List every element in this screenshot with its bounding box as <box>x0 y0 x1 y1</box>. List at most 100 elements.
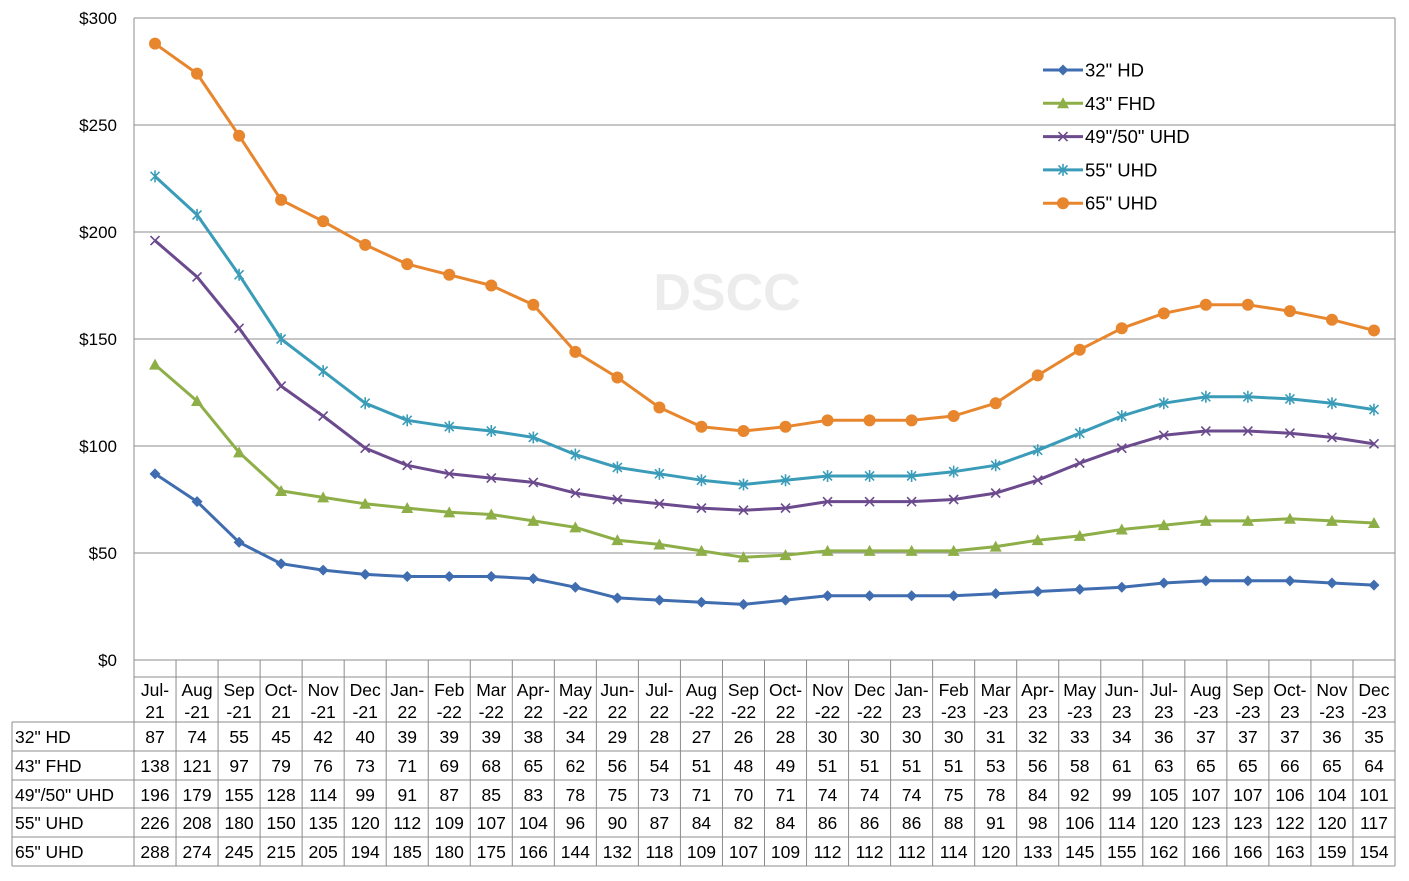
table-cell: 61 <box>1112 756 1131 776</box>
asterisk-marker <box>1284 392 1295 405</box>
table-cell: 123 <box>1233 813 1262 833</box>
circle-marker <box>1073 343 1086 356</box>
table-cell: 54 <box>650 756 670 776</box>
x-tick-label: Jul- <box>1150 680 1178 700</box>
table-cell: 105 <box>1149 785 1178 805</box>
table-cell: 166 <box>1191 842 1220 862</box>
table-cell: 166 <box>519 842 548 862</box>
table-cell: 83 <box>524 785 543 805</box>
table-cell: 145 <box>1065 842 1094 862</box>
triangle-marker <box>1241 514 1254 526</box>
table-cell: 62 <box>566 756 585 776</box>
legend-label: 49"/50" UHD <box>1085 126 1190 147</box>
x-tick-label: Feb <box>939 680 969 700</box>
diamond-marker <box>1242 575 1254 587</box>
table-cell: 245 <box>224 842 253 862</box>
circle-marker <box>695 420 708 433</box>
x-marker <box>822 496 833 507</box>
x-marker <box>1032 475 1043 486</box>
x-tick-label: Sep <box>224 680 255 700</box>
table-cell: 163 <box>1275 842 1304 862</box>
asterisk-marker <box>360 397 371 410</box>
diamond-marker <box>1074 583 1086 595</box>
x-tick-label: -21 <box>353 702 378 722</box>
circle-marker <box>1031 369 1044 382</box>
table-cell: 107 <box>1191 785 1220 805</box>
table-cell: 88 <box>944 813 963 833</box>
triangle-marker <box>191 395 204 407</box>
x-tick-label: 23 <box>1154 702 1173 722</box>
table-cell: 84 <box>692 813 712 833</box>
table-cell: 70 <box>734 785 754 805</box>
x-tick-label: Mar <box>476 680 506 700</box>
x-marker <box>318 410 329 422</box>
x-marker <box>906 496 917 507</box>
table-cell: 118 <box>645 842 673 862</box>
table-cell: 45 <box>271 727 290 747</box>
triangle-marker <box>1157 519 1170 531</box>
table-cell: 30 <box>902 727 922 747</box>
triangle-marker <box>737 551 750 563</box>
triangle-marker <box>989 540 1002 552</box>
table-cell: 78 <box>986 785 1005 805</box>
x-tick-label: Aug <box>686 680 717 700</box>
table-cell: 31 <box>986 727 1005 747</box>
table-cell: 106 <box>1065 813 1094 833</box>
x-tick-label: Nov <box>812 680 843 700</box>
x-tick-label: Apr- <box>517 680 550 700</box>
table-cell: 122 <box>1275 813 1304 833</box>
x-marker <box>1074 458 1085 469</box>
x-marker <box>234 323 245 334</box>
table-row-label: 65" UHD <box>15 842 83 862</box>
table-cell: 106 <box>1275 785 1304 805</box>
x-tick-label: -23 <box>941 702 966 722</box>
table-cell: 138 <box>140 756 169 776</box>
diamond-marker <box>1158 577 1170 589</box>
x-tick-label: Jan- <box>895 680 929 700</box>
x-tick-label: Dec <box>1358 680 1389 700</box>
circle-marker <box>359 238 372 251</box>
asterisk-marker <box>612 461 623 474</box>
x-tick-label: -21 <box>184 702 209 722</box>
asterisk-marker <box>738 478 749 491</box>
x-tick-label: -22 <box>563 702 588 722</box>
table-cell: 86 <box>818 813 837 833</box>
table-cell: 56 <box>1028 756 1047 776</box>
circle-marker <box>1367 324 1380 337</box>
table-cell: 185 <box>393 842 422 862</box>
table-cell: 91 <box>397 785 416 805</box>
asterisk-marker <box>1242 390 1253 403</box>
circle-marker <box>1057 197 1069 210</box>
table-cell: 120 <box>1317 813 1346 833</box>
table-cell: 39 <box>397 727 416 747</box>
x-marker <box>780 502 791 514</box>
x-marker <box>1242 425 1253 437</box>
x-tick-label: Jul- <box>141 680 169 700</box>
circle-marker <box>1157 307 1170 320</box>
circle-marker <box>611 371 624 384</box>
table-cell: 154 <box>1359 842 1388 862</box>
table-cell: 30 <box>944 727 964 747</box>
table-cell: 55 <box>229 727 248 747</box>
x-tick-label: Sep <box>1232 680 1263 700</box>
table-cell: 78 <box>566 785 585 805</box>
x-tick-label: 23 <box>1028 702 1047 722</box>
diamond-marker <box>822 590 834 602</box>
table-cell: 155 <box>224 785 253 805</box>
asterisk-marker <box>906 469 917 482</box>
table-cell: 74 <box>860 785 880 805</box>
circle-marker <box>1241 298 1254 311</box>
legend-label: 32" HD <box>1085 60 1144 81</box>
x-marker <box>402 460 413 471</box>
x-marker <box>738 505 749 516</box>
table-cell: 196 <box>140 785 169 805</box>
asterisk-marker <box>1116 410 1127 423</box>
table-cell: 68 <box>482 756 501 776</box>
x-tick-label: Apr- <box>1021 680 1054 700</box>
x-tick-label: Dec <box>350 680 381 700</box>
table-cell: 35 <box>1364 727 1383 747</box>
asterisk-marker <box>402 414 413 427</box>
table-cell: 166 <box>1233 842 1262 862</box>
table-cell: 107 <box>1233 785 1262 805</box>
